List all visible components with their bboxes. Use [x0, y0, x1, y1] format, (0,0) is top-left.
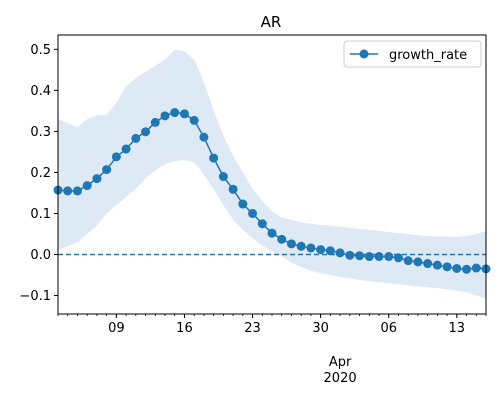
data-point: [131, 133, 141, 143]
legend-label: growth_rate: [389, 48, 467, 63]
x-tick-label: 06: [380, 321, 397, 336]
data-point: [296, 241, 306, 251]
data-point: [345, 250, 355, 260]
data-point: [462, 264, 472, 274]
plot-area: [53, 49, 491, 299]
data-point: [170, 108, 180, 118]
data-point: [403, 256, 413, 266]
data-point: [277, 234, 287, 244]
x-tick-label: 09: [108, 321, 125, 336]
data-point: [286, 239, 296, 249]
data-point: [92, 174, 102, 184]
chart-title: AR: [261, 13, 282, 31]
x-month-label: Apr: [329, 355, 352, 370]
data-point: [364, 252, 374, 262]
data-point: [267, 228, 277, 238]
data-point: [248, 208, 258, 218]
data-point: [238, 199, 248, 209]
x-year-label: 2020: [324, 371, 357, 386]
axes: −0.1 0.0 0.1 0.2 0.3 0.4 0.5 09 16 23 30 06 13 Apr202…: [19, 43, 487, 386]
data-point: [179, 109, 189, 119]
data-point: [384, 252, 394, 262]
data-point: [442, 262, 452, 272]
x-tick-label: 13: [449, 321, 466, 336]
data-point: [316, 245, 326, 255]
data-point: [82, 181, 92, 191]
data-point: [306, 243, 316, 253]
data-point: [121, 144, 131, 154]
data-point: [393, 253, 403, 263]
y-tick-label: 0.5: [30, 43, 51, 58]
data-point: [102, 165, 112, 175]
x-tick-label: 16: [176, 321, 193, 336]
y-tick-label: 0.1: [30, 207, 51, 222]
data-point: [111, 152, 121, 162]
x-tick-label: 30: [312, 321, 329, 336]
y-tick-label: 0.3: [30, 125, 51, 140]
data-point: [432, 260, 442, 270]
data-point: [325, 246, 335, 256]
y-tick-label: 0.4: [30, 84, 51, 99]
data-point: [257, 219, 267, 229]
data-point: [189, 115, 199, 125]
data-point: [63, 186, 73, 196]
y-tick-label: 0.0: [30, 248, 51, 263]
data-point: [413, 257, 423, 267]
data-point: [355, 251, 365, 261]
data-point: [150, 117, 160, 127]
legend-box: [343, 40, 482, 68]
data-point: [141, 127, 151, 137]
data-point: [160, 111, 170, 121]
data-point: [72, 186, 82, 196]
data-point: [471, 263, 481, 273]
data-point: [199, 132, 209, 142]
data-point: [335, 248, 345, 258]
y-tick-label: −0.1: [19, 289, 51, 304]
x-tick-label: 23: [244, 321, 261, 336]
legend-dot-marker: [359, 49, 369, 59]
data-point: [228, 184, 238, 194]
data-point: [374, 252, 384, 262]
data-point: [452, 263, 462, 273]
y-tick-label: 0.2: [30, 166, 51, 181]
data-point: [218, 172, 228, 182]
legend: growth_rate: [343, 40, 482, 68]
data-point: [209, 153, 219, 163]
data-point: [423, 259, 433, 269]
